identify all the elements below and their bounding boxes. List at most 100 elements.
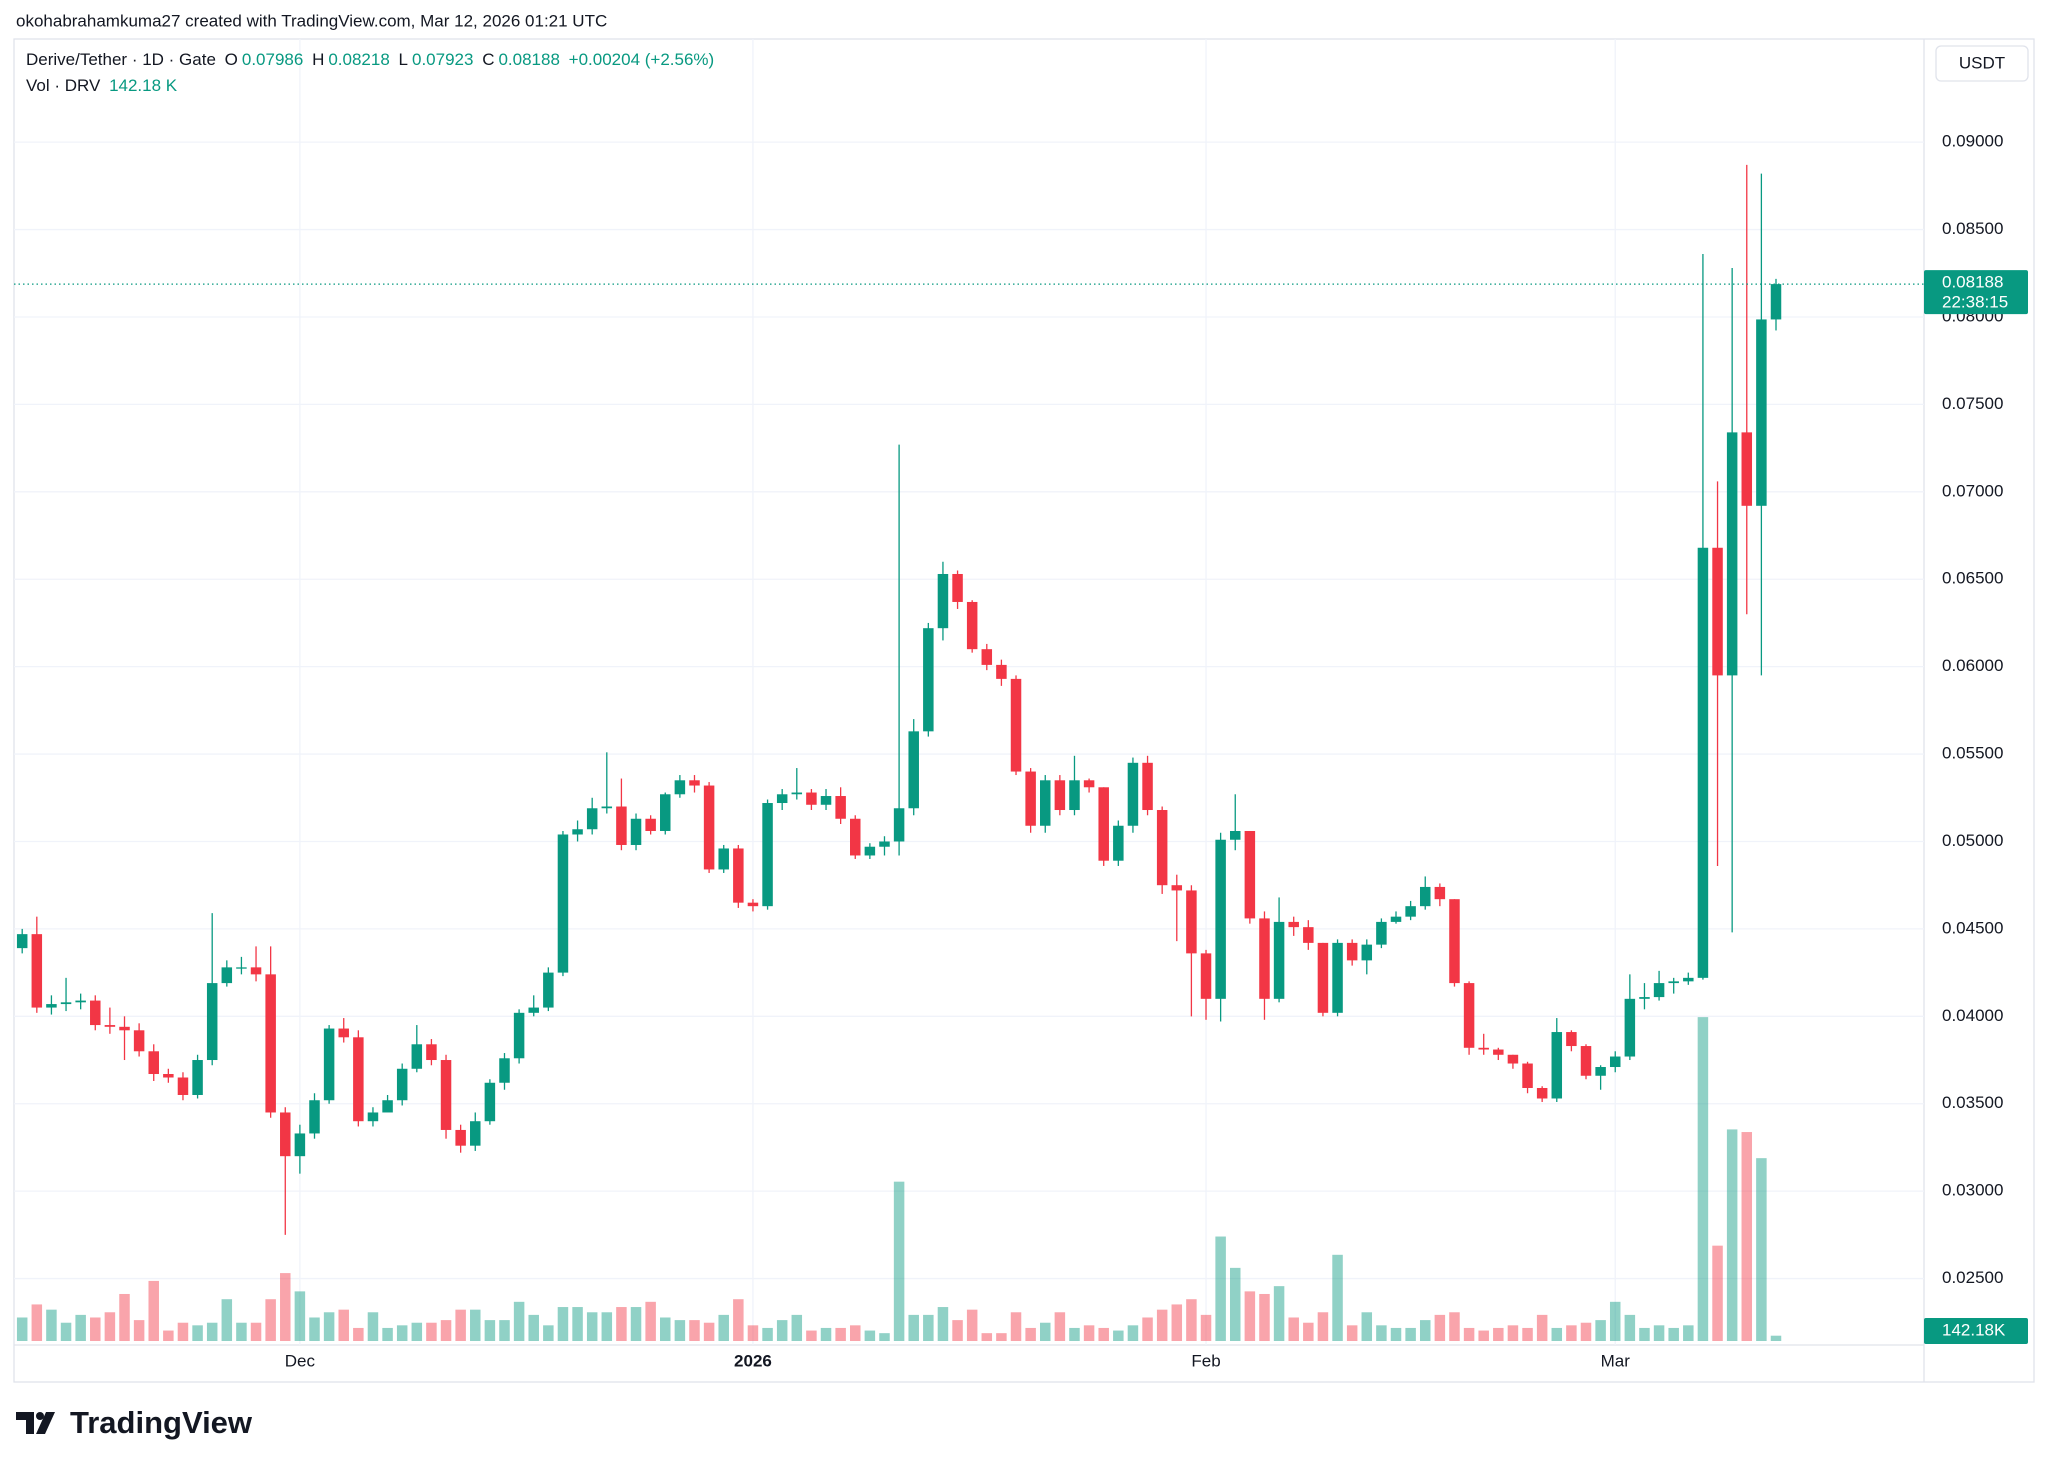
candle-body	[908, 731, 919, 809]
volume-bar	[1142, 1317, 1153, 1341]
candle-body	[177, 1077, 189, 1095]
candle-body	[1142, 762, 1153, 811]
volume-bar	[1025, 1327, 1036, 1341]
candle-body	[1040, 780, 1051, 826]
candle-body	[1273, 921, 1285, 999]
volume-bar	[1390, 1327, 1402, 1341]
logo-icon	[16, 1412, 34, 1434]
volume-bar	[1376, 1325, 1387, 1341]
volume-bar	[718, 1314, 729, 1341]
candle-body	[806, 792, 817, 805]
candle-body	[280, 1112, 291, 1157]
y-tick-label: 0.04000	[1942, 1006, 2003, 1025]
x-tick-label: 2026	[734, 1351, 772, 1370]
volume-bar	[689, 1320, 700, 1341]
candle-body	[1376, 921, 1387, 945]
candle-body	[1434, 886, 1446, 900]
candle-body	[1215, 839, 1226, 999]
volume-bar	[75, 1314, 86, 1341]
candle-body	[294, 1133, 306, 1157]
candle-body	[630, 818, 642, 845]
ohlc-letter: O	[224, 50, 238, 69]
currency-button[interactable]	[1935, 45, 2029, 82]
candle-body	[323, 1028, 335, 1101]
volume-bar	[1551, 1327, 1563, 1341]
candle-body	[265, 974, 276, 1113]
volume-bar	[1493, 1327, 1504, 1341]
candle-body	[1566, 1032, 1577, 1047]
candle-body	[1229, 830, 1241, 840]
y-tick-label: 0.09000	[1942, 132, 2003, 151]
legend-line: Derive/Tether · 1D · Gate O 0.07986 H 0.08…	[26, 50, 718, 70]
volume-pane	[16, 1017, 1782, 1341]
volume-bar	[703, 1322, 715, 1341]
candle-body	[148, 1051, 159, 1075]
candle-body	[119, 1026, 130, 1031]
volume-bar	[440, 1320, 452, 1341]
candle-body	[850, 818, 861, 856]
volume-bar	[353, 1327, 364, 1341]
candle-body	[1171, 885, 1183, 891]
volume-bar	[206, 1322, 218, 1341]
candle-body	[1113, 825, 1124, 861]
candle-body	[382, 1100, 393, 1113]
ohlc-value: 0.07986	[241, 50, 304, 69]
volume-bar	[1419, 1320, 1431, 1341]
volume-bar	[1639, 1327, 1650, 1341]
last-price-box	[1924, 270, 2028, 315]
candle-body	[1478, 1047, 1489, 1050]
volume-value-box	[1924, 1318, 2028, 1344]
candle-body	[572, 829, 583, 835]
volume-bar	[616, 1307, 627, 1341]
candle-body	[513, 1012, 525, 1059]
candle-body	[1288, 921, 1299, 928]
volume-bar	[660, 1317, 671, 1341]
candle-body	[338, 1028, 349, 1038]
volume-bar	[543, 1325, 554, 1341]
volume-bar	[791, 1314, 803, 1341]
volume-bar	[1566, 1325, 1577, 1341]
candle-body	[645, 818, 656, 831]
volume-bar	[60, 1322, 72, 1341]
volume-bar	[908, 1314, 919, 1341]
y-tick-label: 0.07000	[1942, 481, 2003, 500]
candle-body	[966, 601, 978, 650]
volume-bar	[864, 1330, 876, 1341]
volume-bar	[1127, 1325, 1139, 1341]
volume-bar	[1595, 1320, 1606, 1341]
volume-bar	[1186, 1299, 1197, 1341]
y-tick-label: 0.02500	[1942, 1268, 2003, 1287]
candle-body	[1551, 1032, 1563, 1099]
candle-body	[1595, 1067, 1606, 1076]
candle-body	[1186, 890, 1197, 954]
candle-body	[820, 796, 832, 805]
ohlc-letter: H	[312, 50, 325, 69]
candle-body	[1507, 1054, 1519, 1064]
candle-body	[90, 1000, 101, 1026]
volume-bar	[499, 1320, 510, 1341]
volume-bar	[776, 1320, 788, 1341]
volume-bar	[1756, 1158, 1767, 1341]
candle-body	[1025, 771, 1036, 826]
volume-bar	[1215, 1236, 1226, 1341]
attribution: okohabrahamkuma27 created with TradingVi…	[16, 11, 607, 30]
candle-body	[1083, 780, 1095, 788]
candle-body	[1712, 547, 1723, 676]
candle-body	[1317, 942, 1329, 1013]
candle-body	[762, 803, 773, 907]
candle-body	[996, 664, 1007, 679]
candle-body	[703, 785, 715, 870]
volume-bar	[572, 1307, 583, 1341]
x-tick-label: Dec	[285, 1351, 316, 1370]
volume-bar	[1273, 1286, 1285, 1341]
currency-label[interactable]: USDT	[1959, 53, 2005, 72]
volume-bar	[747, 1325, 759, 1341]
volume-bar	[294, 1291, 306, 1341]
volume-bar	[148, 1280, 159, 1341]
volume-bar	[192, 1325, 203, 1341]
volume-bar	[280, 1273, 291, 1341]
candle-body	[1390, 916, 1402, 922]
volume-bar	[1288, 1317, 1299, 1341]
countdown: 22:38:15	[1942, 293, 2008, 312]
